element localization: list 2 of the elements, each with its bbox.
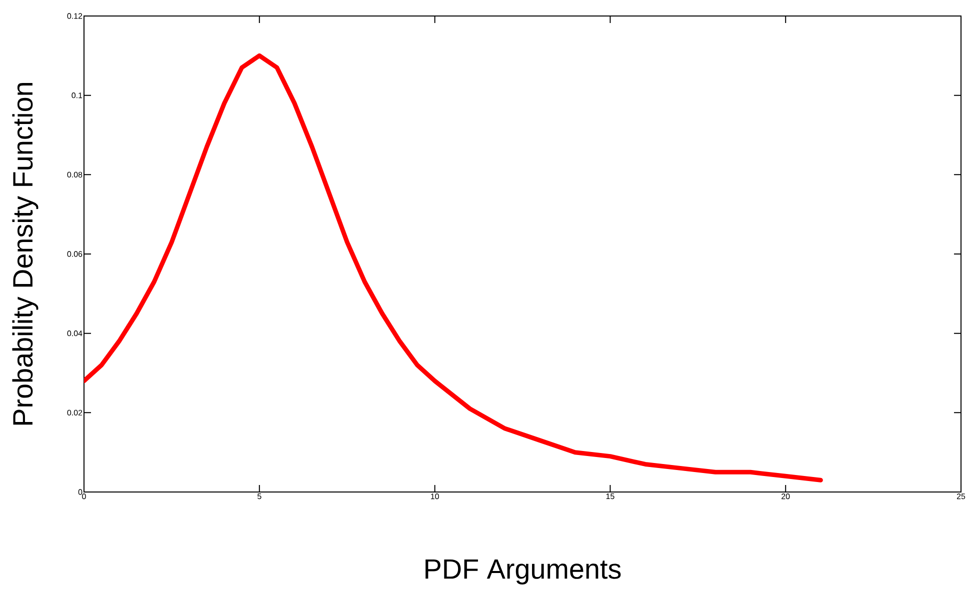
x-axis-title: PDF Arguments (426, 559, 621, 584)
y-axis-title: Probability Density Function (12, 83, 38, 425)
